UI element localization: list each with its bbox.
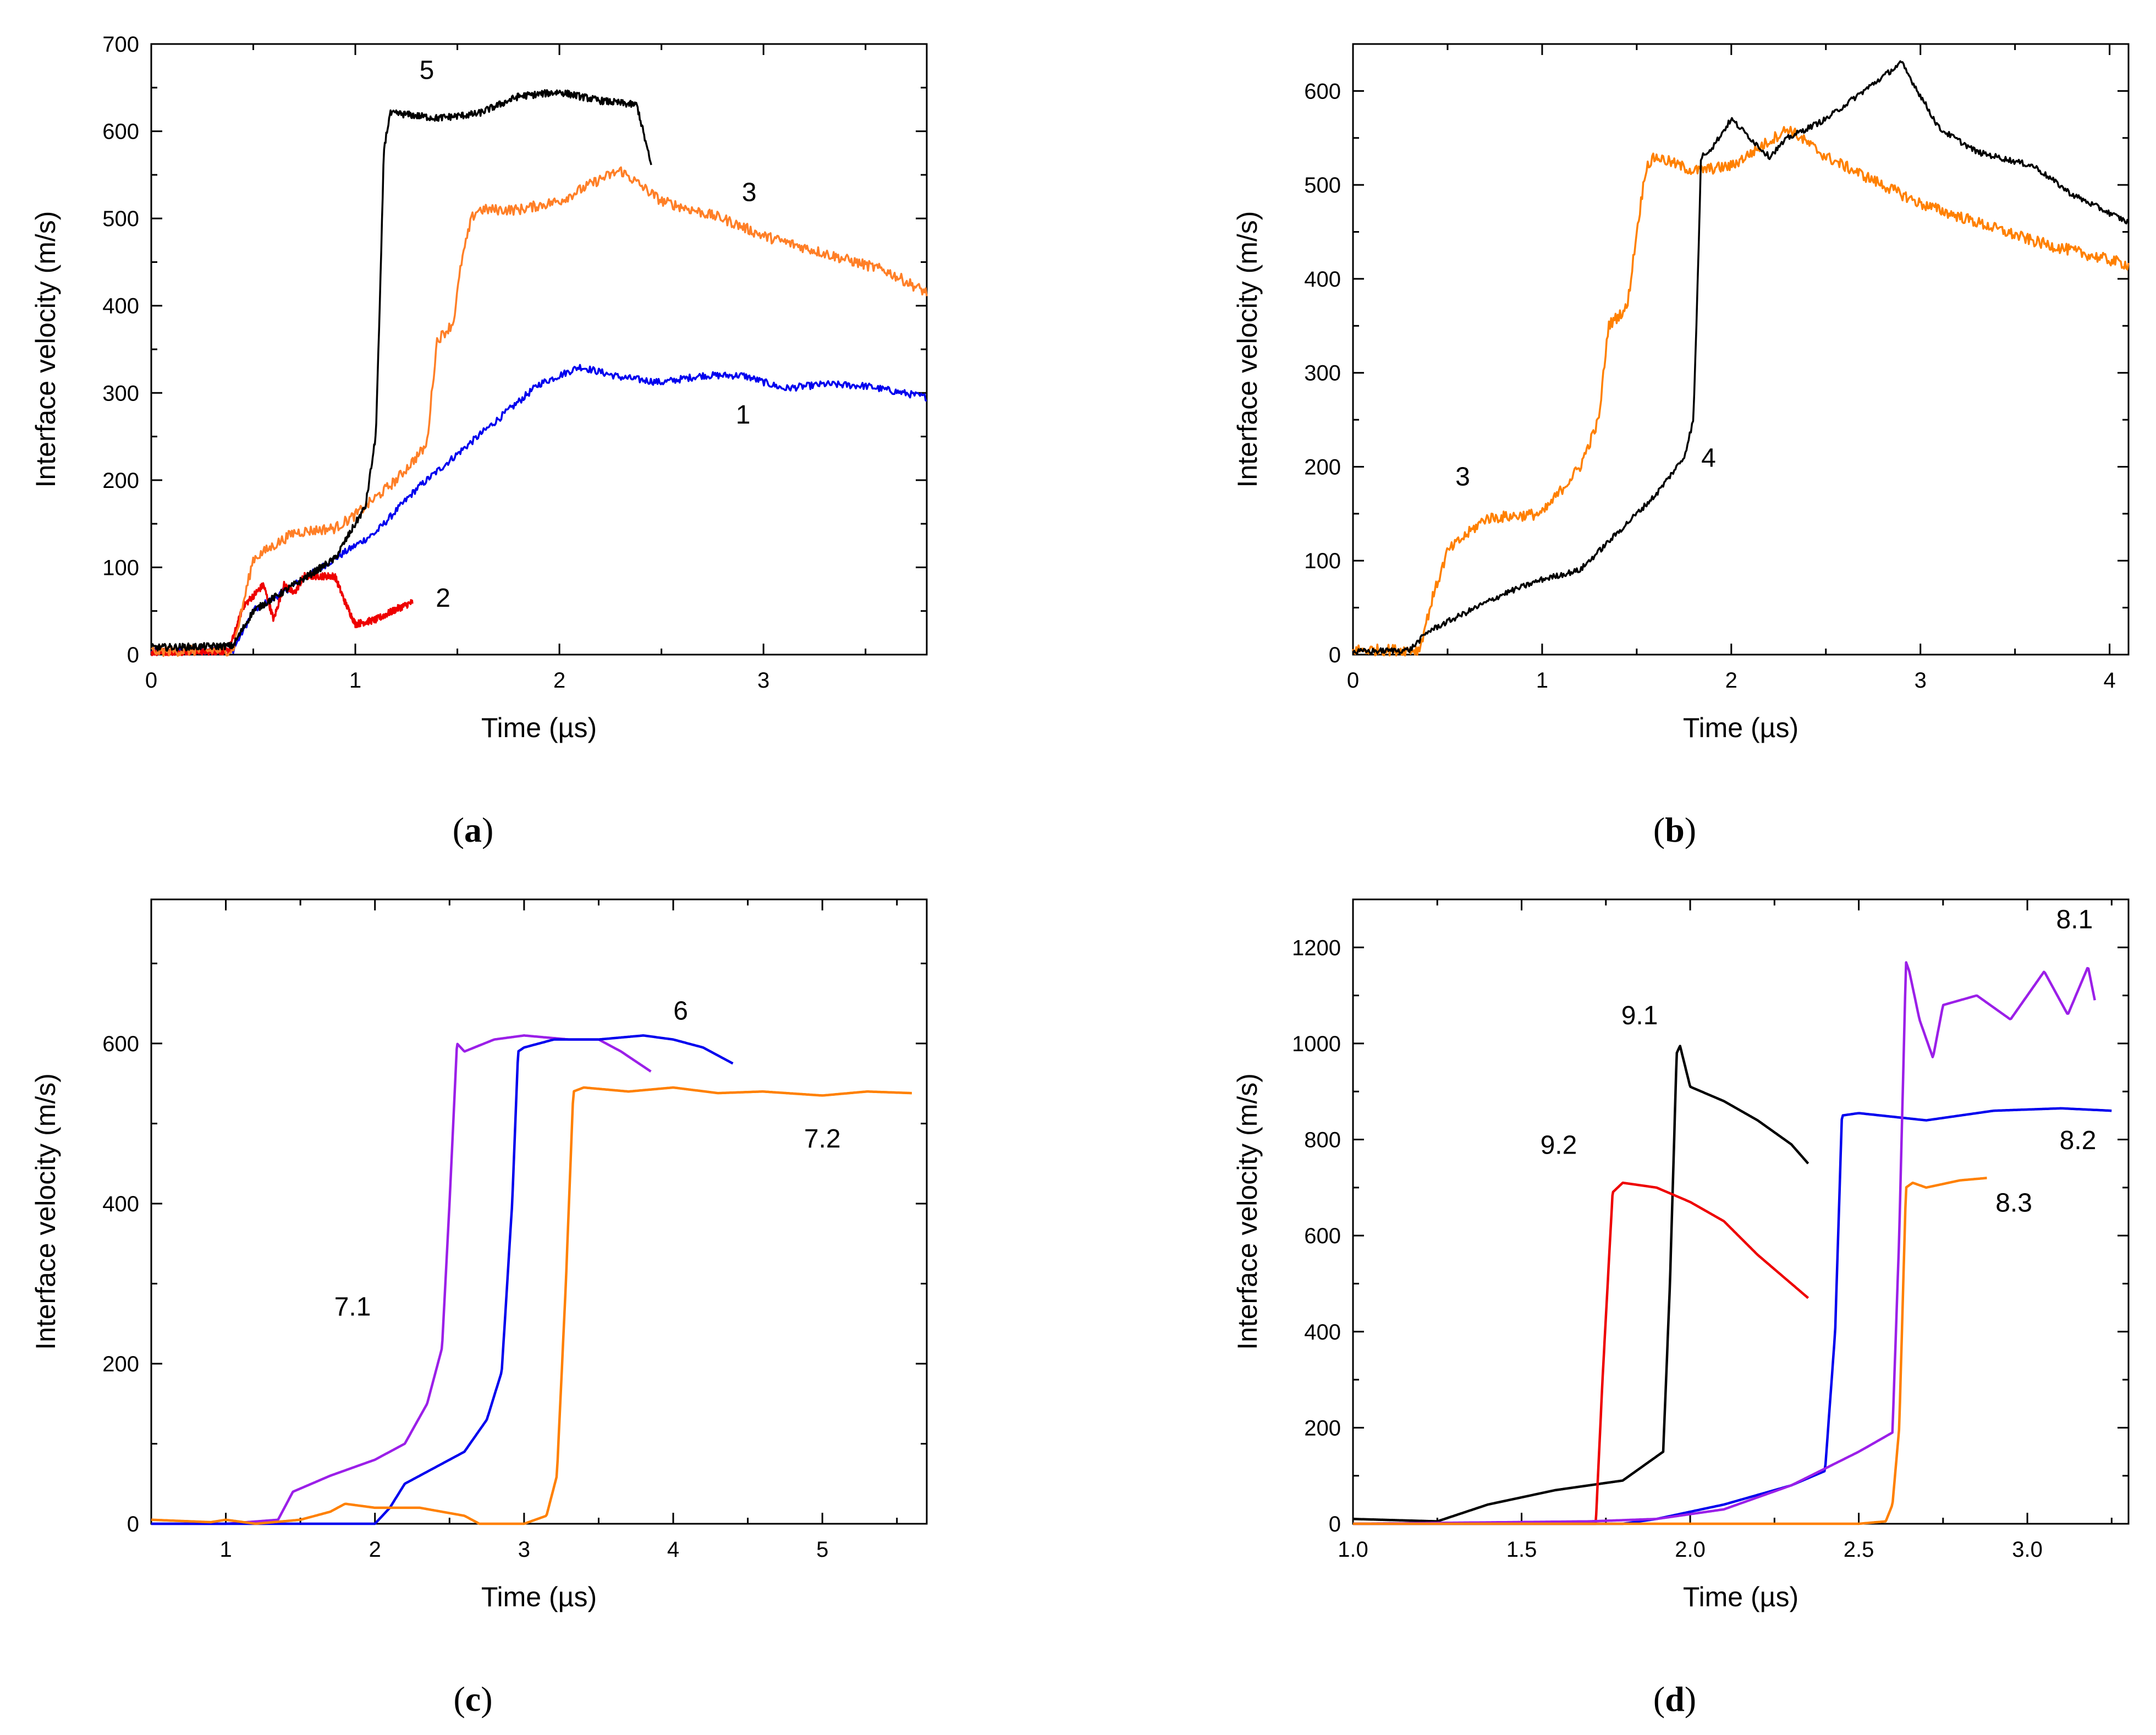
y-tick-label: 200 xyxy=(1304,1416,1341,1440)
x-tick-label: 3 xyxy=(757,668,769,693)
x-tick-label: 2.5 xyxy=(1844,1538,1874,1562)
y-tick-label: 600 xyxy=(102,120,139,144)
x-axis-label: Time (µs) xyxy=(481,1582,597,1612)
x-tick-label: 1.5 xyxy=(1506,1538,1537,1562)
series-8-3-line xyxy=(1352,1177,1988,1525)
y-tick-label: 400 xyxy=(1304,1320,1341,1344)
x-tick-label: 2 xyxy=(369,1538,381,1562)
y-axis-label: Interface velocity (m/s) xyxy=(30,211,61,488)
y-tick-label: 700 xyxy=(102,32,139,57)
panel-c: 1 2 3 4 5 0 200 400 600 7.1 6 7.2 Time (µs) Interface… xyxy=(30,898,928,1718)
curve-label-6: 6 xyxy=(673,996,688,1025)
x-tick-label: 3.0 xyxy=(2012,1538,2043,1562)
x-tick-label: 0 xyxy=(1347,668,1359,693)
x-tick-label: 2 xyxy=(553,668,565,693)
x-tick-label: 0 xyxy=(145,668,157,693)
curve-label-1: 1 xyxy=(736,400,751,430)
curve-label-4: 4 xyxy=(1701,443,1716,473)
y-tick-label: 400 xyxy=(102,294,139,319)
y-axis-label: Interface velocity (m/s) xyxy=(1232,211,1263,488)
x-tick-label: 1.0 xyxy=(1338,1538,1368,1562)
x-axis-label: Time (µs) xyxy=(1683,1582,1799,1612)
panel-caption: (d) xyxy=(1653,1679,1696,1718)
y-tick-label: 200 xyxy=(102,469,139,493)
plot-frame xyxy=(150,898,928,1525)
y-tick-label: 100 xyxy=(1304,549,1341,573)
curve-label-8-3: 8.3 xyxy=(1995,1189,2032,1218)
panel-a: 0 1 2 3 0 100 200 300 400 500 600 700 5 3 1 2 Time (µs) I… xyxy=(30,32,928,849)
x-axis-label: Time (µs) xyxy=(481,712,597,743)
series-3-line xyxy=(151,166,928,657)
y-tick-label: 0 xyxy=(1329,643,1341,667)
series-3-line xyxy=(1352,125,2130,657)
x-tick-label: 1 xyxy=(219,1538,232,1562)
curve-label-2: 2 xyxy=(436,584,450,613)
x-tick-label: 1 xyxy=(349,668,361,693)
series-5-line xyxy=(150,89,652,652)
curve-label-7-1: 7.1 xyxy=(334,1293,371,1322)
y-axis-label: Interface velocity (m/s) xyxy=(1232,1073,1263,1350)
y-axis-label: Interface velocity (m/s) xyxy=(30,1073,61,1350)
curve-label-9-2: 9.2 xyxy=(1541,1131,1577,1160)
y-tick-label: 200 xyxy=(1304,455,1341,479)
y-tick-label: 1000 xyxy=(1292,1032,1341,1056)
y-tick-label: 100 xyxy=(102,556,139,580)
curve-label-3: 3 xyxy=(742,178,757,207)
y-tick-label: 0 xyxy=(1329,1512,1341,1536)
y-tick-label: 600 xyxy=(1304,79,1341,103)
y-tick-label: 1200 xyxy=(1292,936,1341,960)
y-tick-label: 800 xyxy=(1304,1128,1341,1152)
curve-label-9-1: 9.1 xyxy=(1621,1001,1658,1030)
x-tick-label: 4 xyxy=(2103,668,2115,693)
x-tick-label: 3 xyxy=(518,1538,530,1562)
y-tick-label: 500 xyxy=(102,207,139,231)
y-tick-label: 0 xyxy=(127,1512,139,1536)
y-tick-label: 300 xyxy=(102,381,139,405)
curve-label-3: 3 xyxy=(1455,463,1470,492)
x-tick-label: 3 xyxy=(1915,668,1927,693)
y-tick-label: 500 xyxy=(1304,173,1341,197)
curve-label-8-1: 8.1 xyxy=(2056,905,2093,934)
y-tick-label: 400 xyxy=(102,1192,139,1216)
series-4-line xyxy=(1352,60,2130,655)
x-axis-label: Time (µs) xyxy=(1683,712,1799,743)
y-tick-label: 300 xyxy=(1304,361,1341,386)
y-tick-label: 200 xyxy=(102,1352,139,1376)
y-tick-label: 600 xyxy=(1304,1224,1341,1248)
panel-caption: (a) xyxy=(453,810,494,849)
x-tick-label: 2 xyxy=(1725,668,1737,693)
curve-label-7-2: 7.2 xyxy=(804,1124,841,1154)
series-8-1-line xyxy=(1352,961,2096,1525)
series-9-1-line xyxy=(1352,1045,1810,1523)
x-tick-label: 2.0 xyxy=(1675,1538,1706,1562)
x-tick-label: 5 xyxy=(816,1538,828,1562)
plot-frame xyxy=(1352,43,2130,656)
curve-label-8-2: 8.2 xyxy=(2060,1126,2097,1155)
y-tick-label: 0 xyxy=(127,643,139,667)
curve-label-5: 5 xyxy=(420,56,435,85)
panel-caption: (b) xyxy=(1653,810,1696,849)
series-7-2-line xyxy=(151,1086,912,1525)
panel-b: 0 1 2 3 4 0 100 200 300 400 500 600 3 4 Time (µs) Inter… xyxy=(1232,43,2130,849)
panel-d: 1.0 1.5 2.0 2.5 3.0 0 200 400 600 800 1000 1200 9.1 9… xyxy=(1232,898,2130,1718)
x-tick-label: 1 xyxy=(1536,668,1548,693)
x-tick-label: 4 xyxy=(667,1538,679,1562)
y-tick-label: 600 xyxy=(102,1032,139,1056)
panel-caption: (c) xyxy=(453,1679,492,1718)
y-tick-label: 400 xyxy=(1304,267,1341,292)
